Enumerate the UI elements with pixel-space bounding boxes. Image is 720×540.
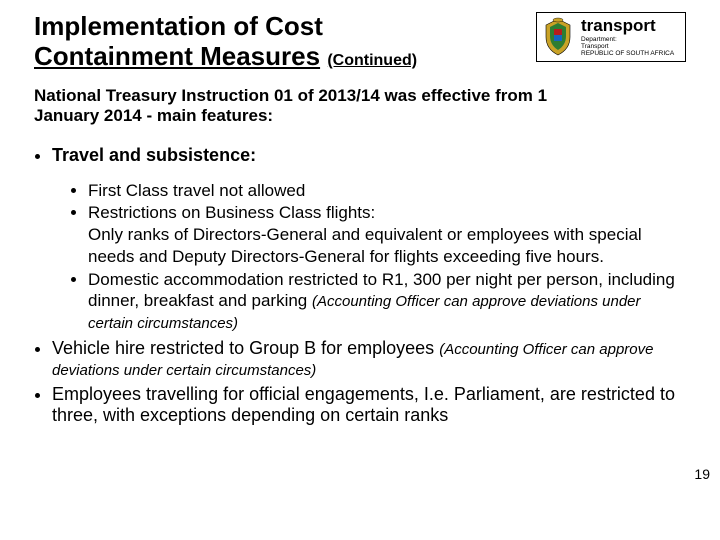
logo-text: transport Department: Transport REPUBLIC… xyxy=(579,13,685,61)
list-item: Employees travelling for official engage… xyxy=(52,384,686,426)
logo-word: transport xyxy=(581,17,685,34)
list-item: Vehicle hire restricted to Group B for e… xyxy=(52,338,686,380)
slide-container: Implementation of Cost Containment Measu… xyxy=(0,0,720,540)
section-heading: Travel and subsistence: xyxy=(52,145,256,165)
bullet-list-level2: First Class travel not allowed Restricti… xyxy=(88,180,686,334)
list-item: Travel and subsistence: First Class trav… xyxy=(52,145,686,334)
subtitle: National Treasury Instruction 01 of 2013… xyxy=(34,86,594,127)
slide-title: Implementation of Cost Containment Measu… xyxy=(34,12,417,72)
list-item: First Class travel not allowed xyxy=(88,180,686,202)
bullet-list-level1: Travel and subsistence: First Class trav… xyxy=(52,145,686,426)
list-item: Restrictions on Business Class flights: … xyxy=(88,202,686,267)
dept-transport-logo: transport Department: Transport REPUBLIC… xyxy=(536,12,686,62)
title-line2: Containment Measures xyxy=(34,41,320,71)
page-number: 19 xyxy=(694,466,710,482)
logo-sub: Department: Transport REPUBLIC OF SOUTH … xyxy=(581,36,685,57)
coat-of-arms-icon xyxy=(537,13,579,61)
list-item: Domestic accommodation restricted to R1,… xyxy=(88,269,686,334)
title-continued: (Continued) xyxy=(327,52,417,69)
title-line1: Implementation of Cost xyxy=(34,11,323,41)
header-row: Implementation of Cost Containment Measu… xyxy=(34,12,686,72)
title-block: Implementation of Cost Containment Measu… xyxy=(34,12,417,72)
